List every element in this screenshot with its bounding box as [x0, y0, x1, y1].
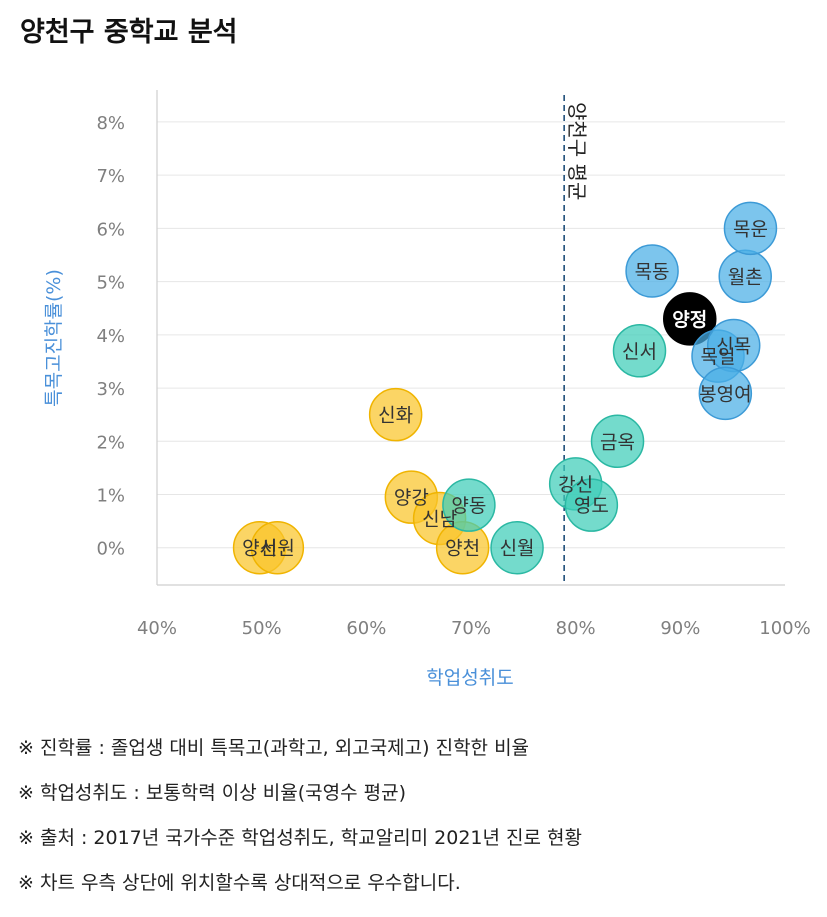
point-label: 신남	[422, 508, 457, 530]
footnote: ※ 학업성취도 : 보통학력 이상 비율(국영수 평균)	[18, 782, 407, 804]
point-label: 양정	[672, 309, 707, 331]
point-label: 양동	[451, 495, 486, 517]
point-marker	[590, 414, 645, 469]
y-tick-label: 0%	[96, 539, 125, 560]
footnote: ※ 차트 우측 상단에 위치할수록 상대적으로 우수합니다.	[18, 872, 461, 894]
point-marker	[698, 366, 753, 421]
point-marker	[663, 292, 717, 346]
x-tick-label: 80%	[556, 618, 596, 639]
point-label: 신원	[260, 538, 295, 560]
y-tick-label: 2%	[96, 432, 125, 453]
point-label: 신서	[622, 341, 657, 363]
point-label: 신월	[500, 538, 535, 560]
y-tick-label: 4%	[96, 326, 125, 347]
point-label: 목일	[701, 346, 736, 368]
point-label: 신화	[378, 405, 413, 427]
x-tick-label: 50%	[242, 618, 282, 639]
point-marker	[564, 478, 619, 532]
point-label: 신목	[716, 335, 751, 357]
point-label: 양서	[242, 538, 277, 560]
average-line-label: 양천구 평균	[565, 102, 589, 200]
x-tick-label: 60%	[346, 618, 386, 639]
average-reference: 양천구 평균	[563, 95, 589, 585]
point-label: 월촌	[728, 266, 763, 288]
point-marker	[442, 478, 496, 532]
point-label: 목동	[635, 261, 670, 283]
point-label: 양강	[394, 487, 429, 509]
point-marker	[612, 324, 667, 378]
point-label: 강신	[558, 474, 593, 496]
point-marker	[250, 520, 305, 575]
y-axis-label: 특목고진학률(%)	[43, 269, 65, 407]
footnote: ※ 출처 : 2017년 국가수준 학업성취도, 학교알리미 2021년 진로 …	[18, 827, 582, 849]
y-tick-label: 5%	[96, 273, 125, 294]
point-marker	[490, 520, 544, 575]
x-axis-label: 학업성취도	[426, 667, 513, 689]
y-tick-label: 1%	[96, 486, 125, 507]
footnotes: ※ 진학률 : 졸업생 대비 특목고(과학고, 외고국제고) 진학한 비율 ※ …	[18, 730, 582, 910]
scatter-chart: 0% 1% 2% 3% 4% 5% 6% 7% 8% 40% 50% 60% 70% 80% 90% 100%…	[43, 90, 811, 689]
page-title: 양천구 중학교 분석	[20, 17, 238, 48]
x-tick-label: 90%	[660, 618, 700, 639]
axes	[156, 90, 785, 586]
point-marker	[368, 387, 423, 442]
y-tick-label: 6%	[96, 219, 125, 240]
point-marker	[625, 244, 679, 298]
point-marker	[723, 201, 778, 256]
footnote: ※ 진학률 : 졸업생 대비 특목고(과학고, 외고국제고) 진학한 비율	[18, 737, 530, 759]
point-label: 영도	[574, 495, 609, 517]
point-label: 목운	[733, 218, 768, 240]
point-label: 양천	[445, 538, 480, 560]
tick-labels: 0% 1% 2% 3% 4% 5% 6% 7% 8% 40% 50% 60% 70% 80% 90% 100%	[96, 113, 810, 639]
x-tick-label: 70%	[451, 618, 491, 639]
y-tick-label: 7%	[96, 166, 125, 187]
y-tick-label: 3%	[96, 379, 125, 400]
point-label: 금옥	[600, 431, 635, 453]
x-tick-label: 40%	[137, 618, 177, 639]
y-tick-label: 8%	[96, 113, 125, 134]
x-tick-label: 100%	[759, 618, 810, 639]
point-label: 봉영여	[699, 383, 751, 405]
